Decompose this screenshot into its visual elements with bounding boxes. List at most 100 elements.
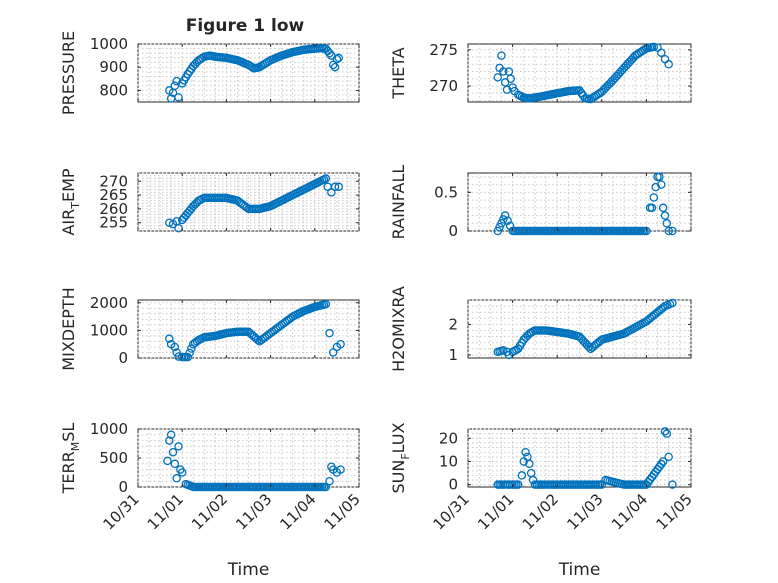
- data-point: [657, 48, 666, 57]
- data-point: [334, 53, 343, 63]
- subplot-6: 1 2 H2OMIXRA: [389, 286, 692, 372]
- y-axis-label-subscript: F: [399, 453, 412, 459]
- data-point: [165, 436, 174, 445]
- y-tick-label: 1: [448, 346, 458, 364]
- data-point: [655, 172, 664, 182]
- y-axis-label-part: AIR: [59, 209, 78, 236]
- y-axis-label: AIRTEMP: [59, 168, 82, 235]
- data-series: [493, 298, 677, 360]
- y-tick-label: 0: [118, 478, 128, 496]
- y-tick-label: 0.5: [434, 183, 458, 201]
- y-axis-label-part: SUN: [389, 460, 408, 494]
- data-point: [170, 459, 180, 469]
- data-point: [325, 49, 334, 58]
- y-tick-label: 900: [99, 58, 128, 76]
- data-point: [177, 468, 187, 477]
- data-point: [517, 471, 527, 480]
- data-point: [664, 226, 673, 236]
- data-point: [170, 342, 180, 352]
- subplot-2: 270 275 THETA: [389, 41, 692, 104]
- gridlines: [467, 428, 692, 487]
- data-point: [668, 480, 677, 489]
- data-point: [321, 174, 331, 183]
- y-axis-label: SUNFLUX: [389, 422, 412, 493]
- data-point: [330, 62, 340, 72]
- subplot-5: 0 1000 2000 MIXDEPTH: [59, 287, 360, 371]
- data-point: [253, 335, 262, 345]
- data-point: [185, 348, 194, 358]
- data-point: [525, 459, 534, 469]
- y-axis-label: THETA: [389, 47, 408, 99]
- y-tick-label: 255: [99, 214, 128, 232]
- y-axis-label-part: SL: [59, 423, 78, 442]
- y-tick-label: 0: [448, 476, 458, 494]
- subplot-1: 800 900 1000 PRESSURE: [59, 31, 360, 115]
- y-tick-label: 1000: [90, 35, 128, 53]
- data-point: [506, 74, 515, 84]
- data-point: [662, 429, 672, 438]
- y-tick-label: 265: [99, 186, 128, 204]
- data-point: [668, 226, 677, 236]
- data-point: [325, 476, 334, 486]
- data-point: [165, 334, 174, 343]
- data-point: [584, 342, 594, 352]
- y-tick-label: 275: [429, 41, 458, 59]
- data-point: [505, 480, 515, 489]
- y-tick-label: 500: [99, 449, 128, 467]
- data-point: [657, 180, 666, 189]
- data-point: [174, 442, 183, 451]
- data-point: [325, 328, 334, 338]
- data-point: [513, 480, 523, 489]
- data-point: [649, 193, 659, 202]
- y-axis-label-subscript: T: [69, 202, 82, 210]
- data-series: [493, 42, 673, 104]
- data-point: [328, 60, 338, 70]
- data-point: [493, 73, 502, 82]
- data-point: [664, 452, 673, 462]
- data-point: [649, 42, 659, 52]
- x-axis-label: Time: [227, 560, 270, 580]
- y-tick-label: 270: [99, 172, 128, 190]
- y-tick-label: 0: [448, 222, 458, 240]
- y-tick-label: 1000: [90, 420, 128, 438]
- y-tick-label: 800: [99, 81, 128, 99]
- data-point: [321, 482, 331, 492]
- data-point: [658, 203, 668, 213]
- y-tick-label: 260: [99, 200, 128, 218]
- x-axis-label: Time: [558, 560, 601, 580]
- data-point: [168, 447, 178, 457]
- data-series: [165, 299, 345, 362]
- data-point: [505, 221, 515, 231]
- data-point: [497, 51, 506, 60]
- y-tick-label: 20: [439, 429, 458, 447]
- data-point: [521, 447, 530, 457]
- data-point: [336, 339, 345, 349]
- data-point: [332, 54, 342, 64]
- y-axis-label: TERRMSL: [59, 423, 82, 495]
- y-tick-label: 270: [429, 77, 458, 95]
- data-point: [664, 60, 673, 69]
- data-point: [658, 303, 668, 312]
- data-point: [163, 456, 172, 466]
- data-point: [499, 67, 508, 76]
- subplot-4: 0 0.5 RAINFALL: [389, 165, 692, 240]
- y-axis-label: PRESSURE: [59, 31, 78, 115]
- y-axis-label-part: LUX: [389, 422, 408, 453]
- y-axis-label: H2OMIXRA: [389, 286, 408, 372]
- data-point: [330, 182, 340, 192]
- data-point: [172, 348, 181, 357]
- data-series: [163, 430, 345, 492]
- y-tick-label: 2000: [90, 294, 128, 312]
- data-point: [662, 219, 672, 228]
- data-point: [334, 182, 343, 192]
- y-axis-label: RAINFALL: [389, 165, 408, 240]
- data-series: [165, 174, 343, 233]
- data-point: [172, 474, 181, 483]
- y-axis-label-part: TERR: [59, 451, 78, 494]
- y-tick-label: 1000: [90, 321, 128, 339]
- gridlines: [137, 43, 360, 102]
- data-point: [174, 93, 183, 102]
- data-point: [668, 298, 677, 308]
